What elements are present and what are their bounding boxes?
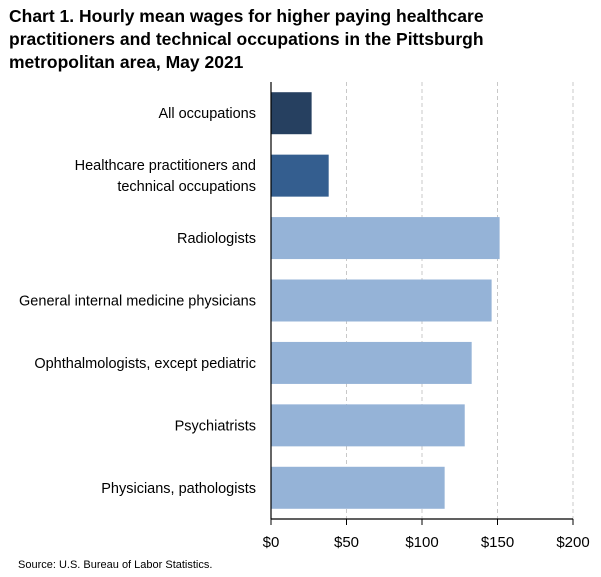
bar — [271, 341, 472, 384]
bar — [271, 466, 445, 509]
bar — [271, 217, 500, 260]
x-tick-label: $150 — [481, 534, 514, 551]
category-label: Healthcare practitioners and — [75, 158, 256, 174]
category-label: technical occupations — [117, 179, 256, 195]
x-tick-label: $200 — [556, 534, 589, 551]
x-tick-label: $100 — [405, 534, 438, 551]
x-tick-label: $50 — [334, 534, 359, 551]
source-note: Source: U.S. Bureau of Labor Statistics. — [18, 559, 213, 571]
category-label: All occupations — [158, 106, 256, 122]
chart-title: Chart 1. Hourly mean wages for higher pa… — [9, 6, 484, 72]
bar — [271, 404, 465, 447]
category-label: Ophthalmologists, except pediatric — [34, 356, 256, 372]
bar — [271, 279, 492, 322]
x-tick-label: $0 — [263, 534, 280, 551]
category-label: Psychiatrists — [175, 418, 256, 434]
category-label: Radiologists — [177, 231, 256, 247]
category-label: Physicians, pathologists — [101, 481, 256, 497]
bar — [271, 154, 329, 197]
category-label: General internal medicine physicians — [19, 294, 256, 310]
bar — [271, 92, 312, 135]
